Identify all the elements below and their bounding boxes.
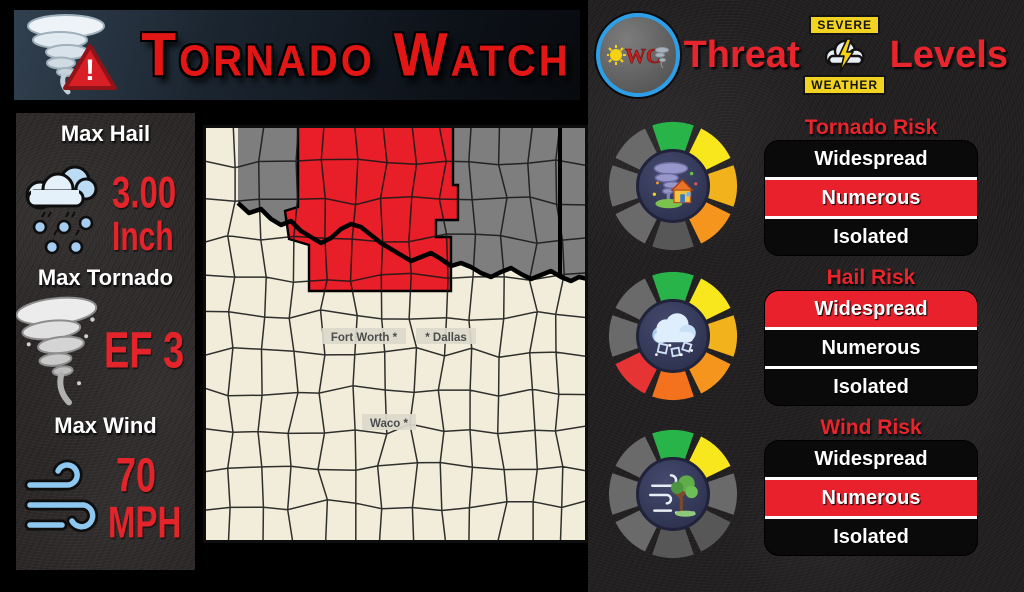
hail-risk-levels: Widespread Numerous Isolated bbox=[765, 291, 977, 405]
tornado-house-icon bbox=[636, 149, 710, 223]
risk-level-numerous: Numerous bbox=[765, 327, 977, 366]
hail-cloud-icon bbox=[18, 159, 106, 274]
severe-chip: SEVERE bbox=[809, 15, 881, 35]
tornado-risk-levels: Widespread Numerous Isolated bbox=[765, 141, 977, 255]
svg-text:!: ! bbox=[85, 54, 95, 87]
tornado-risk-title: Tornado Risk bbox=[804, 116, 938, 139]
tornado-risk-wheel bbox=[609, 122, 737, 250]
map-watch-area bbox=[283, 125, 460, 293]
wind-risk-title: Wind Risk bbox=[820, 416, 922, 439]
tornado-icon bbox=[15, 295, 106, 425]
threat-levels-banner: WC Threat SEVERE WEATHER Levels bbox=[592, 10, 1012, 100]
wind-gust-icon bbox=[22, 449, 108, 554]
threat-word: Threat bbox=[683, 33, 800, 76]
max-wind-value: 70 bbox=[116, 447, 157, 503]
county-watch-map: Fort Worth * * Dallas Waco * bbox=[203, 125, 588, 543]
max-stats-sidebar: Max Hail 3.00 bbox=[15, 113, 195, 570]
wind-risk-levels: Widespread Numerous Isolated bbox=[765, 441, 977, 555]
levels-word: Levels bbox=[889, 33, 1008, 76]
risk-level-isolated: Isolated bbox=[765, 516, 977, 555]
risk-level-widespread: Widespread bbox=[765, 141, 977, 177]
storm-cloud-bolt-icon bbox=[824, 38, 865, 73]
svg-text:Fort Worth *: Fort Worth * bbox=[331, 332, 398, 344]
max-tornado-label: Max Tornado bbox=[37, 265, 174, 290]
red-river-border bbox=[236, 201, 588, 284]
risk-level-widespread: Widespread bbox=[765, 291, 977, 327]
svg-text:* Dallas: * Dallas bbox=[425, 332, 467, 344]
wind-tree-center-icon bbox=[636, 457, 710, 531]
page-title: Tornado Watch bbox=[141, 20, 571, 90]
hail-cloud-center-icon bbox=[636, 299, 710, 373]
tornado-watch-banner: ! Tornado Watch bbox=[14, 10, 580, 100]
risk-level-widespread: Widespread bbox=[765, 441, 977, 477]
max-hail-value: 3.00 bbox=[112, 167, 177, 217]
weather-chip: WEATHER bbox=[803, 75, 887, 95]
risk-level-numerous: Numerous bbox=[765, 477, 977, 516]
weather-channel-logo: WC bbox=[596, 13, 680, 97]
risk-level-isolated: Isolated bbox=[765, 216, 977, 255]
risk-level-numerous: Numerous bbox=[765, 177, 977, 216]
map-frame bbox=[203, 125, 588, 543]
max-tornado-value: EF 3 bbox=[104, 323, 185, 380]
max-wind-label: Max Wind bbox=[54, 413, 157, 438]
hail-risk-title: Hail Risk bbox=[826, 266, 916, 289]
max-hail-unit: Inch bbox=[112, 215, 174, 260]
severe-weather-badge: SEVERE WEATHER bbox=[803, 15, 887, 95]
max-wind-unit: MPH bbox=[108, 497, 182, 547]
risk-level-isolated: Isolated bbox=[765, 366, 977, 405]
tornado-warning-icon: ! bbox=[20, 12, 132, 98]
max-hail-label: Max Hail bbox=[60, 121, 151, 146]
svg-text:Waco *: Waco * bbox=[370, 418, 408, 430]
city-labels: Fort Worth * * Dallas Waco * bbox=[322, 328, 476, 430]
svg-text:WC: WC bbox=[625, 44, 661, 68]
